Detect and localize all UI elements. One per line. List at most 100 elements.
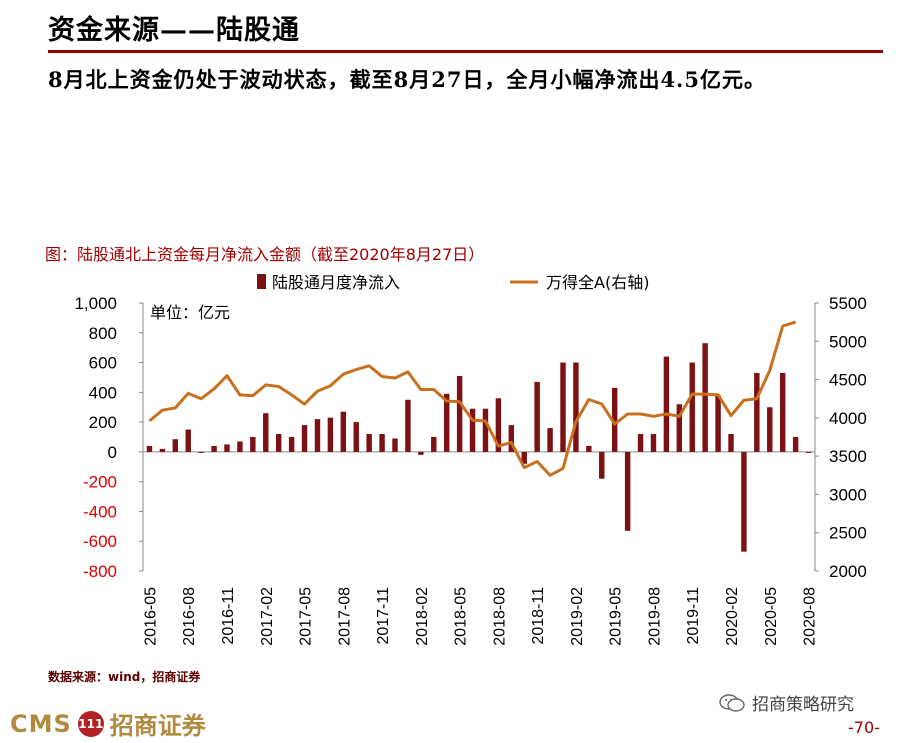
- x-tick-label: 2018-11: [530, 587, 547, 645]
- wechat-account: 招商策略研究: [718, 690, 854, 715]
- logo-company-name: 招商证券: [109, 711, 206, 740]
- bar-net-inflow: [288, 437, 295, 452]
- bar-net-inflow: [599, 451, 605, 479]
- x-tick-label: 2016-08: [181, 587, 198, 646]
- bar-net-inflow: [224, 444, 230, 452]
- bar-net-inflow: [405, 399, 411, 452]
- left-axis-tick-label: 0: [108, 443, 117, 462]
- x-tick-label: 2016-11: [220, 587, 237, 645]
- line-wind-all-a: [148, 320, 797, 477]
- bar-net-inflow: [314, 419, 321, 452]
- title-divider: [48, 50, 883, 53]
- left-axis-tick-label: -600: [83, 532, 117, 551]
- x-tick-label: 2019-08: [646, 587, 663, 646]
- left-axis-tick-label: 800: [89, 324, 117, 343]
- right-axis-tick-label: 5000: [829, 332, 867, 351]
- bar-net-inflow: [353, 422, 359, 452]
- bar-net-inflow: [611, 387, 618, 452]
- x-tick-label: 2018-08: [491, 587, 508, 646]
- bar-net-inflow: [676, 404, 683, 452]
- bar-net-inflow: [573, 362, 579, 452]
- bar-net-inflow: [508, 425, 515, 452]
- bar-net-inflow: [340, 411, 347, 452]
- page-subtitle: 8月北上资金仍处于波动状态，截至8月27日，全月小幅净流出4.5亿元。: [48, 67, 766, 92]
- legend-line-label: 万得全A(右轴): [546, 273, 649, 292]
- bar-net-inflow: [146, 445, 153, 452]
- bar-net-inflow: [211, 445, 217, 452]
- bar-net-inflow: [366, 434, 372, 452]
- bar-net-inflow: [534, 381, 540, 452]
- company-logo: CMS 111 招商证券: [10, 706, 206, 741]
- bar-net-inflow: [250, 437, 256, 452]
- bar-net-inflow: [237, 441, 243, 452]
- bar-net-inflow: [392, 438, 398, 452]
- bar-net-inflow: [263, 413, 269, 452]
- bar-net-inflow: [650, 434, 657, 452]
- legend-bar-label: 陆股通月度净流入: [272, 273, 400, 292]
- bar-net-inflow: [482, 408, 489, 452]
- bar-net-inflow: [715, 395, 721, 452]
- bar-net-inflow: [728, 434, 734, 452]
- right-axis-tick-label: 2000: [829, 562, 867, 581]
- right-axis-tick-label: 4000: [829, 409, 867, 428]
- left-axis-tick-label: 600: [89, 354, 117, 373]
- wechat-name: 招商策略研究: [752, 695, 854, 715]
- right-axis-tick-label: 5500: [829, 294, 867, 313]
- x-tick-label: 2020-08: [802, 587, 819, 646]
- bar-net-inflow: [159, 448, 166, 452]
- bar-net-inflow: [624, 451, 631, 531]
- right-axis-tick-label: 4500: [829, 371, 867, 390]
- bar-net-inflow: [443, 393, 450, 452]
- bar-net-inflow: [560, 362, 566, 452]
- left-axis-tick-label: -800: [83, 562, 117, 581]
- bar-net-inflow: [172, 439, 179, 452]
- right-axis-tick-label: 2500: [829, 524, 867, 543]
- left-axis-tick-label: -400: [83, 502, 117, 521]
- right-axis-tick-label: 3000: [829, 485, 867, 504]
- bar-net-inflow: [469, 408, 476, 452]
- x-tick-label: 2019-02: [569, 587, 586, 646]
- bar-net-inflow: [379, 434, 385, 452]
- bar-net-inflow: [741, 451, 747, 552]
- bar-net-inflow: [754, 372, 760, 452]
- x-tick-label: 2017-05: [298, 587, 315, 646]
- bar-net-inflow: [185, 429, 191, 452]
- bar-net-inflow: [663, 356, 670, 452]
- x-tick-label: 2017-11: [375, 587, 392, 645]
- bar-net-inflow: [418, 451, 424, 455]
- bar-net-inflow: [456, 375, 463, 452]
- bar-net-inflow: [805, 451, 812, 453]
- bar-net-inflow: [495, 398, 502, 452]
- x-tick-label: 2018-02: [414, 587, 431, 646]
- bar-net-inflow: [637, 434, 644, 452]
- wechat-icon: [719, 693, 745, 712]
- bar-net-inflow: [301, 425, 308, 452]
- bar-net-inflow: [275, 434, 282, 452]
- bar-net-inflow: [689, 362, 695, 452]
- bar-net-inflow: [792, 437, 799, 452]
- x-tick-label: 2020-05: [763, 587, 780, 646]
- logo-badge-icon: 111: [77, 710, 104, 737]
- chart-title: 图：陆股通北上资金每月净流入金额（截至2020年8月27日）: [45, 245, 485, 264]
- bar-net-inflow: [779, 372, 786, 452]
- bar-net-inflow: [198, 451, 204, 453]
- bar-net-inflow: [767, 407, 773, 452]
- left-axis-tick-label: 200: [89, 413, 117, 432]
- bar-net-inflow: [521, 451, 527, 464]
- left-axis-tick-label: -200: [83, 473, 117, 492]
- page-title: 资金来源——陆股通: [48, 15, 300, 46]
- unit-note: 单位：亿元: [150, 303, 230, 322]
- bar-net-inflow: [431, 437, 437, 452]
- bar-net-inflow: [702, 343, 708, 452]
- bar-net-inflow: [547, 428, 553, 452]
- data-source: 数据来源：wind，招商证券: [48, 670, 201, 684]
- x-tick-label: 2020-02: [724, 587, 741, 646]
- left-axis-tick-label: 400: [89, 383, 117, 402]
- x-tick-label: 2018-05: [453, 587, 470, 646]
- x-tick-label: 2019-05: [608, 587, 625, 646]
- x-tick-label: 2019-11: [685, 587, 702, 645]
- bar-net-inflow: [327, 417, 334, 452]
- x-tick-label: 2016-05: [142, 587, 159, 646]
- page-number: -70-: [848, 718, 880, 737]
